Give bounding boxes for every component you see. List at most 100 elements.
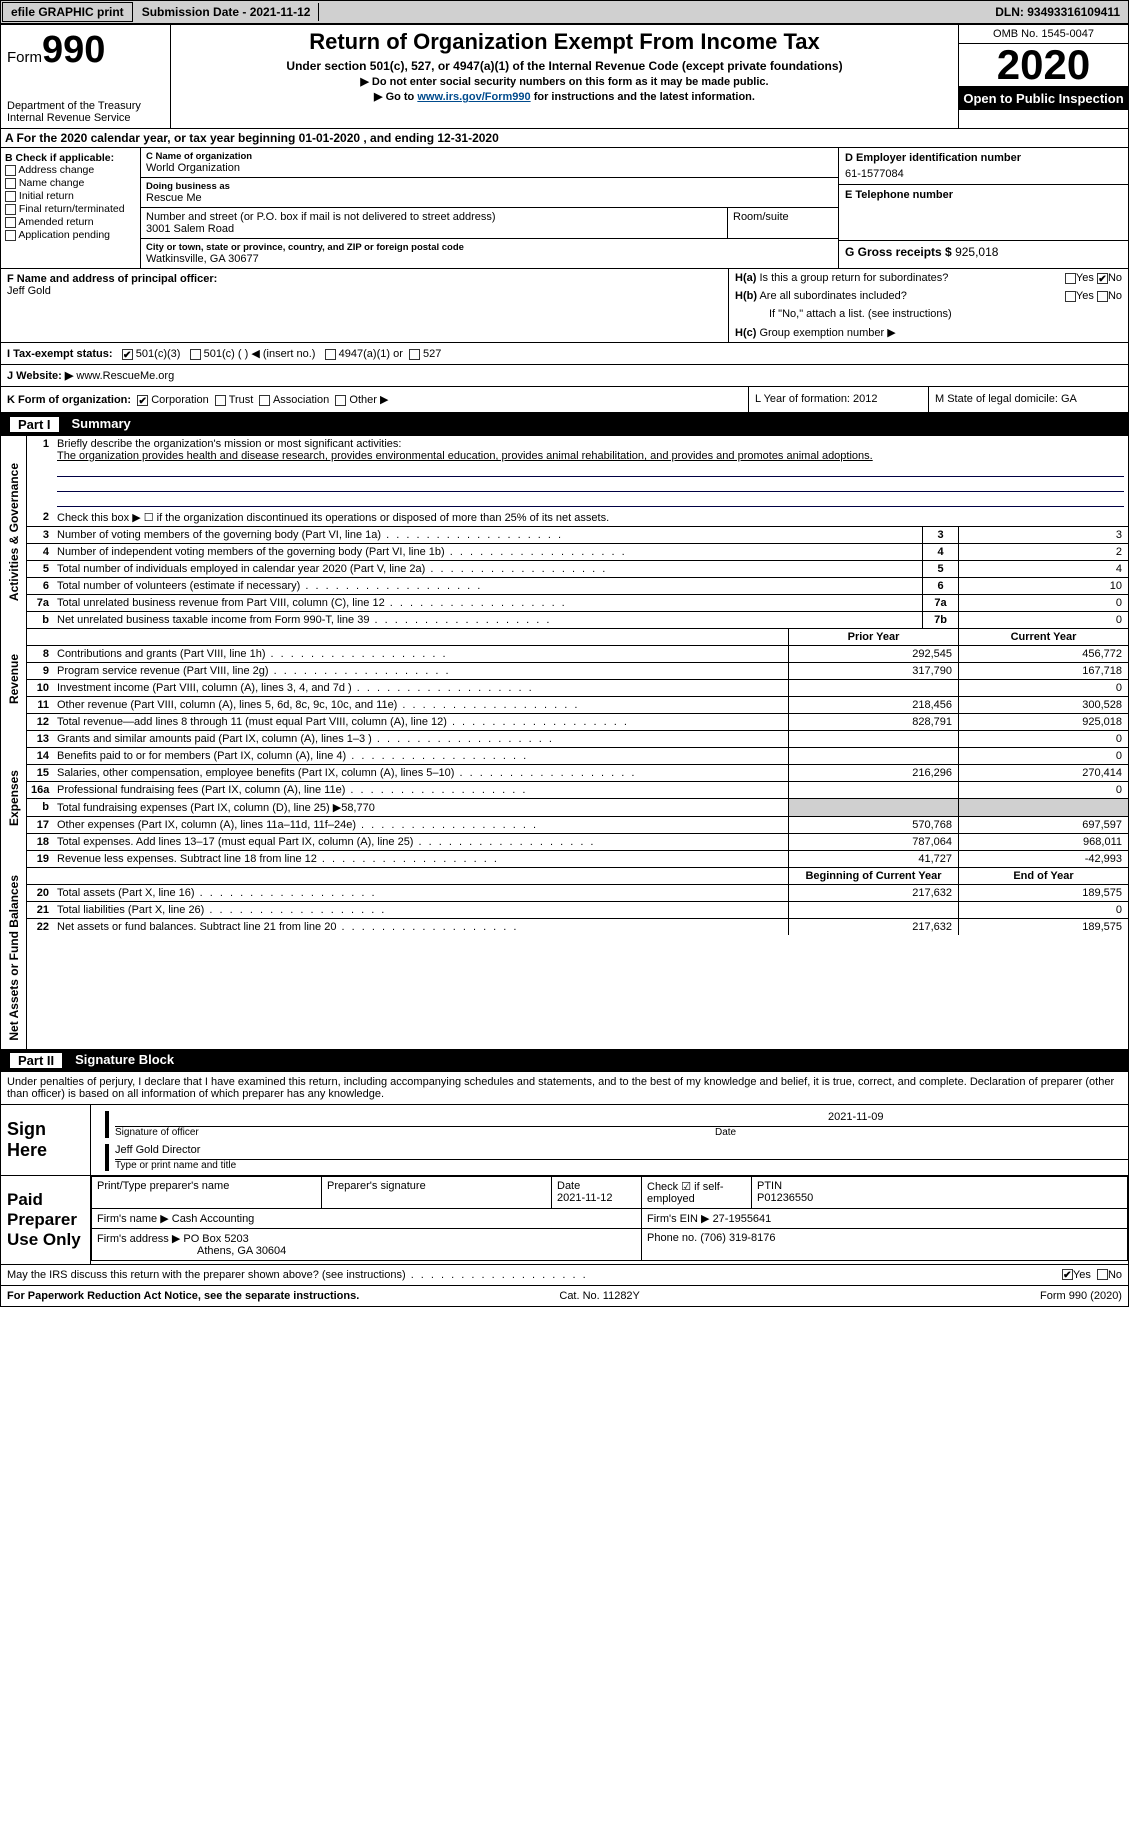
- activities-governance-group: Activities & Governance 1Briefly describ…: [1, 436, 1128, 628]
- box-h: H(a) Is this a group return for subordin…: [728, 269, 1128, 342]
- firm-addr1: PO Box 5203: [183, 1233, 248, 1245]
- box-f: F Name and address of principal officer:…: [1, 269, 728, 342]
- prep-sig-label: Preparer's signature: [322, 1176, 552, 1208]
- box-b: B Check if applicable: Address change Na…: [1, 148, 141, 268]
- prep-date: 2021-11-12: [557, 1192, 612, 1204]
- irs-link[interactable]: www.irs.gov/Form990: [417, 91, 530, 103]
- vlabel-na: Net Assets or Fund Balances: [5, 867, 23, 1049]
- box-b-title: B Check if applicable:: [5, 152, 114, 164]
- city-state-zip: Watkinsville, GA 30677: [146, 253, 833, 265]
- m-state: M State of legal domicile: GA: [928, 387, 1128, 412]
- paid-preparer-label: Paid Preparer Use Only: [1, 1176, 91, 1264]
- j-label: J Website: ▶: [7, 370, 73, 382]
- l-year: L Year of formation: 2012: [748, 387, 928, 412]
- firm-ein: 27-1955641: [713, 1213, 772, 1225]
- checkbox[interactable]: [5, 165, 16, 176]
- k-label: K Form of organization:: [7, 394, 131, 406]
- revenue-group: Revenue Prior YearCurrent Year 8Contribu…: [1, 628, 1128, 730]
- ha-text: Is this a group return for subordinates?: [759, 272, 948, 284]
- part1-title: Summary: [72, 416, 131, 433]
- city-label: City or town, state or province, country…: [146, 242, 833, 253]
- section-f-h: F Name and address of principal officer:…: [1, 269, 1128, 343]
- row-a: A For the 2020 calendar year, or tax yea…: [1, 129, 1128, 148]
- row-j: J Website: ▶ www.RescueMe.org: [1, 365, 1128, 387]
- checkbox[interactable]: [259, 395, 270, 406]
- subtitle-2: ▶ Do not enter social security numbers o…: [179, 75, 950, 88]
- yes-checkbox[interactable]: [1065, 273, 1076, 284]
- box-c: C Name of organizationWorld Organization…: [141, 148, 838, 268]
- dln: DLN: 93493316109411: [987, 3, 1128, 21]
- hb-pre: H(b): [735, 290, 757, 302]
- checkbox[interactable]: [409, 349, 420, 360]
- checkbox-corp[interactable]: [137, 395, 148, 406]
- section-b-to-g: B Check if applicable: Address change Na…: [1, 148, 1128, 269]
- sig-declaration: Under penalties of perjury, I declare th…: [1, 1072, 1128, 1104]
- footer-left: For Paperwork Reduction Act Notice, see …: [7, 1290, 359, 1302]
- inspection-label: Open to Public Inspection: [959, 87, 1128, 110]
- form-title: Return of Organization Exempt From Incom…: [179, 29, 950, 55]
- no-checkbox[interactable]: [1097, 273, 1108, 284]
- officer-name-title: Jeff Gold Director: [115, 1144, 200, 1159]
- d-label: D Employer identification number: [845, 152, 1021, 164]
- checkbox[interactable]: [5, 191, 16, 202]
- cat-no: Cat. No. 11282Y: [559, 1290, 640, 1302]
- c-name-label: C Name of organization: [146, 151, 833, 162]
- row-k-l-m: K Form of organization: Corporation Trus…: [1, 387, 1128, 413]
- e-label: E Telephone number: [845, 189, 953, 201]
- checkbox[interactable]: [215, 395, 226, 406]
- checkbox[interactable]: [335, 395, 346, 406]
- top-bar: efile GRAPHIC print Submission Date - 20…: [0, 0, 1129, 24]
- officer-name: Jeff Gold: [7, 285, 51, 297]
- sig-officer-label: Signature of officer: [115, 1127, 715, 1138]
- i-label: I Tax-exempt status:: [7, 348, 113, 360]
- no-checkbox[interactable]: [1097, 291, 1108, 302]
- checkbox[interactable]: [5, 178, 16, 189]
- row-i: I Tax-exempt status: 501(c)(3) 501(c) ( …: [1, 343, 1128, 365]
- vlabel-exp: Expenses: [5, 762, 23, 834]
- part1-num: Part I: [9, 416, 60, 433]
- gross-receipts: 925,018: [955, 245, 998, 259]
- hb-text: Are all subordinates included?: [759, 290, 906, 302]
- vlabel-rev: Revenue: [5, 646, 23, 712]
- website: www.RescueMe.org: [73, 370, 174, 382]
- form-word: Form: [7, 49, 42, 66]
- hc-text: Group exemption number ▶: [759, 327, 895, 339]
- checkbox[interactable]: [190, 349, 201, 360]
- form-container: Form990 Department of the Treasury Inter…: [0, 24, 1129, 1307]
- name-title-label: Type or print name and title: [115, 1160, 1128, 1171]
- addr-label: Number and street (or P.O. box if mail i…: [146, 211, 722, 223]
- part2-header: Part IISignature Block: [1, 1049, 1128, 1072]
- dept-label: Department of the Treasury Internal Reve…: [7, 100, 164, 124]
- no-checkbox[interactable]: [1097, 1269, 1108, 1280]
- checkbox[interactable]: [5, 230, 16, 241]
- checkbox[interactable]: [5, 204, 16, 215]
- box-d-e-g: D Employer identification number 61-15770…: [838, 148, 1128, 268]
- f-label: F Name and address of principal officer:: [7, 273, 217, 285]
- h-note: If "No," attach a list. (see instruction…: [729, 305, 1128, 323]
- efile-print-button[interactable]: efile GRAPHIC print: [2, 2, 133, 22]
- hc-pre: H(c): [735, 327, 756, 339]
- goto-pre: ▶ Go to: [374, 91, 417, 103]
- prep-name-label: Print/Type preparer's name: [92, 1176, 322, 1208]
- self-employed: Check ☑ if self-employed: [642, 1176, 752, 1208]
- footer-right: Form 990 (2020): [1040, 1290, 1122, 1302]
- part2-num: Part II: [9, 1052, 63, 1069]
- sig-date: 2021-11-09: [828, 1111, 1128, 1126]
- net-assets-group: Net Assets or Fund Balances Beginning of…: [1, 867, 1128, 1049]
- expenses-group: Expenses 13Grants and similar amounts pa…: [1, 730, 1128, 867]
- paid-preparer-table: Print/Type preparer's namePreparer's sig…: [91, 1176, 1128, 1261]
- sign-here-label: Sign Here: [1, 1105, 91, 1175]
- subtitle-1: Under section 501(c), 527, or 4947(a)(1)…: [179, 59, 950, 73]
- yes-checkbox[interactable]: [1065, 291, 1076, 302]
- checkbox[interactable]: [5, 217, 16, 228]
- dba-label: Doing business as: [146, 181, 833, 192]
- org-name: World Organization: [146, 162, 833, 174]
- part1-header: Part I Summary: [1, 413, 1128, 436]
- goto-post: for instructions and the latest informat…: [531, 91, 755, 103]
- yes-checkbox[interactable]: [1062, 1269, 1073, 1280]
- checkbox-501c3[interactable]: [122, 349, 133, 360]
- checkbox[interactable]: [325, 349, 336, 360]
- footer: For Paperwork Reduction Act Notice, see …: [1, 1285, 1128, 1306]
- col-beg-year: Beginning of Current Year: [788, 868, 958, 884]
- ein: 61-1577084: [845, 168, 1122, 180]
